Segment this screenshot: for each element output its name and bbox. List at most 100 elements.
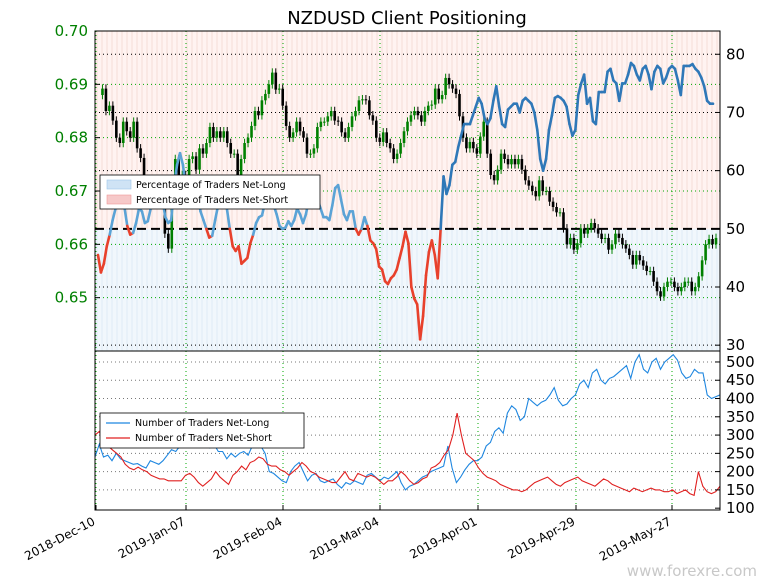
left-tick-label: 0.67 [55, 182, 88, 200]
candle-body [118, 137, 122, 143]
candle-body [562, 212, 565, 229]
pct-long-segment [292, 207, 299, 222]
candle-body [555, 207, 558, 213]
candle-body [673, 281, 676, 287]
bottom-legend: Number of Traders Net-Long Number of Tra… [99, 412, 305, 449]
pct-long-segment [535, 128, 542, 161]
candle-body [704, 244, 707, 261]
candle-body [680, 287, 683, 292]
pct-long-segment [421, 274, 428, 318]
pct-long-segment [588, 96, 595, 123]
left-tick-label: 0.65 [55, 289, 88, 307]
pct-long-segment [199, 210, 205, 222]
pct-long-segment [459, 122, 466, 138]
candle-body [669, 281, 673, 283]
candle-body [444, 77, 447, 95]
candle-body [239, 159, 243, 175]
candle-body [478, 136, 482, 154]
pct-long-segment [210, 218, 217, 238]
candle-body [617, 233, 621, 238]
candle-body [714, 237, 718, 245]
pct-long-segment [550, 96, 557, 117]
candle-body [167, 233, 170, 249]
candle-body [198, 148, 201, 170]
candle-body [177, 159, 181, 181]
right-tick-label: 80 [726, 45, 745, 63]
pct-long-segment [699, 76, 706, 88]
candle-body [572, 237, 576, 250]
pct-long-segment [251, 221, 258, 236]
net-short-count-line [95, 412, 720, 497]
candle-body [388, 143, 392, 149]
candle-body [603, 237, 607, 239]
candle-body [135, 121, 139, 149]
candle-body [246, 137, 250, 143]
candle-body [437, 88, 440, 100]
right-tick-label: 50 [726, 220, 745, 238]
candle-body [295, 121, 298, 133]
bottom-panel-frame [94, 350, 721, 511]
candle-body [385, 132, 389, 143]
left-tick-label: 0.70 [55, 22, 88, 40]
pct-long-segment [366, 224, 372, 242]
candle-body [128, 131, 132, 138]
candle-body [628, 248, 631, 255]
pct-long-segment [248, 233, 255, 245]
pct-long-segment [582, 73, 589, 106]
pct-long-segment [679, 64, 686, 97]
x-tick-label: 2019-Apr-01 [407, 514, 479, 561]
candle-body [395, 153, 399, 159]
candle-body [309, 153, 312, 155]
candle-body [426, 105, 430, 111]
candle-body [111, 105, 115, 121]
pct-long-segment [518, 99, 524, 114]
candle-body [125, 121, 129, 132]
candle-body [593, 223, 596, 229]
candle-body [465, 137, 468, 149]
right-axis-ticks-top: 80 70 60 50 40 30 [715, 45, 745, 354]
candle-body [686, 281, 690, 283]
candle-body [191, 156, 194, 159]
candle-body [700, 260, 704, 277]
x-tick-label: 2019-Feb-04 [211, 514, 284, 562]
pct-long-segment [533, 111, 539, 132]
candle-body [236, 153, 239, 175]
candle-body [586, 228, 590, 234]
pct-long-segment [638, 67, 645, 82]
candle-body [652, 271, 655, 282]
right-tick-label: 200 [726, 463, 755, 481]
candle-body [416, 111, 420, 116]
pct-long-segment [178, 151, 185, 167]
x-tick-label: 2018-Dec-10 [22, 514, 97, 563]
candle-body [375, 120, 378, 138]
candle-body [333, 111, 337, 121]
pct-long-segment [702, 84, 709, 103]
candle-body [420, 115, 423, 122]
candle-body [288, 125, 291, 138]
pct-long-segment [328, 204, 334, 222]
candle-body [683, 281, 687, 287]
candle-body [641, 260, 645, 266]
candle-body [530, 185, 534, 191]
candle-body [534, 191, 538, 197]
candle-body [194, 156, 198, 170]
candle-body [520, 159, 524, 170]
candle-body [298, 121, 302, 132]
pct-long-segment [99, 262, 106, 274]
candle-body [423, 111, 427, 122]
legend-label-net-long: Percentage of Traders Net-Long [136, 180, 286, 191]
candle-body [219, 131, 222, 138]
legend-swatch-net-long [106, 179, 132, 190]
pct-long-segment [436, 227, 442, 280]
candle-body [607, 237, 610, 250]
candle-body [569, 237, 572, 245]
pct-long-segment [544, 128, 551, 161]
right-tick-label: 300 [726, 426, 755, 444]
x-tick-label: 2019-May-27 [597, 514, 673, 563]
chart-title: NZDUSD Client Positioning [287, 8, 527, 29]
pct-long-segment [407, 242, 413, 289]
right-tick-label: 70 [726, 103, 745, 121]
candle-body [537, 180, 541, 197]
candle-body [257, 111, 260, 116]
pct-long-segment [134, 207, 141, 225]
